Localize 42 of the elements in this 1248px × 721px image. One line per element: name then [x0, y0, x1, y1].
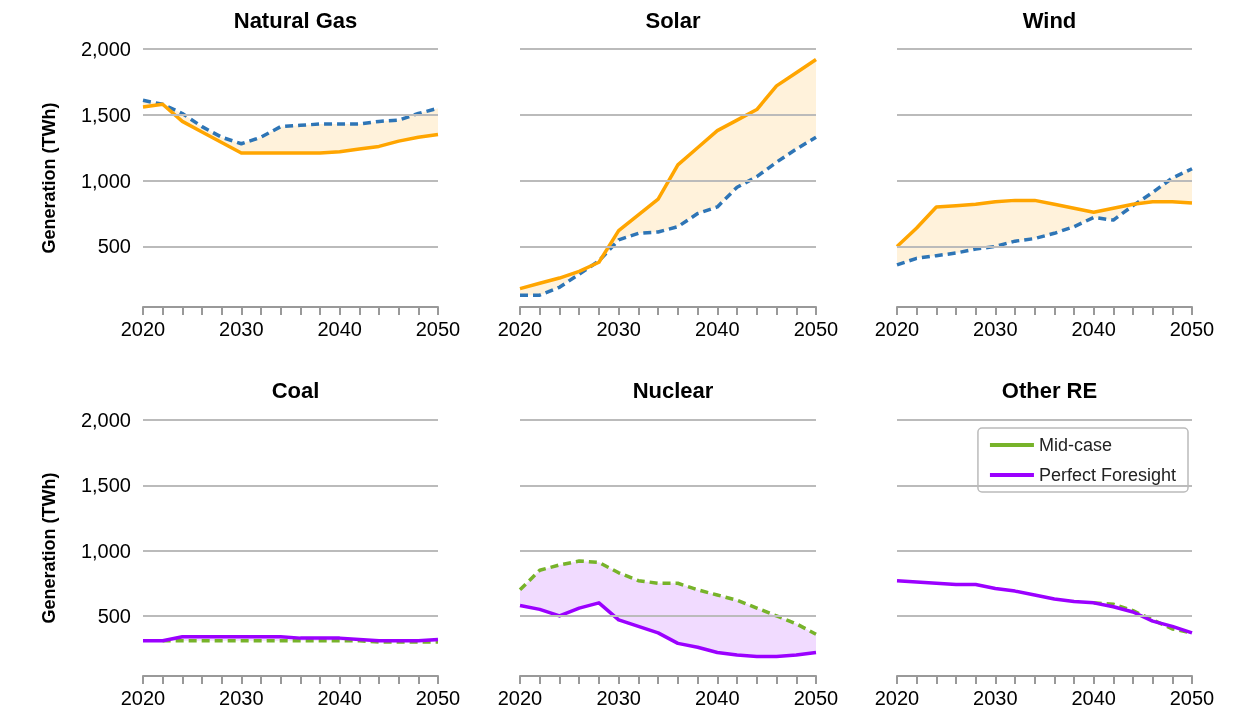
chart-title: Solar	[645, 7, 701, 33]
x-tick-label: 2040	[317, 318, 362, 340]
chart-title: Nuclear	[632, 377, 714, 403]
x-tick-label: 2020	[497, 318, 543, 340]
y-tick-label: 1,500	[80, 103, 131, 126]
x-tick-label: 2050	[415, 318, 461, 340]
x-tick-label: 2030	[973, 318, 1018, 340]
x-tick-label: 2050	[1169, 318, 1215, 340]
legend-label: Perfect Foresight	[1038, 465, 1177, 485]
y-tick-label: 500	[97, 604, 131, 627]
legend-label: Mid-case	[1038, 435, 1112, 455]
chart-title: Natural Gas	[233, 7, 358, 33]
chart-title: Coal	[271, 377, 320, 403]
y-tick-label: 1,000	[80, 539, 131, 562]
x-tick-label: 2020	[120, 318, 166, 340]
x-tick-label: 2050	[1169, 687, 1215, 709]
y-tick-label: 500	[97, 235, 131, 258]
y-axis-title: Generation (TWh)	[39, 102, 59, 254]
x-tick-label: 2020	[874, 687, 920, 709]
x-tick-label: 2030	[596, 687, 641, 709]
x-tick-label: 2030	[219, 318, 264, 340]
x-tick-label: 2020	[497, 687, 543, 709]
x-tick-label: 2020	[120, 687, 166, 709]
x-tick-label: 2030	[596, 318, 641, 340]
chart-title: Wind	[1022, 7, 1077, 33]
x-tick-label: 2040	[695, 687, 740, 709]
y-tick-label: 2,000	[80, 38, 131, 60]
x-tick-label: 2040	[1071, 687, 1116, 709]
x-tick-label: 2050	[793, 687, 839, 709]
x-tick-label: 2030	[973, 687, 1018, 709]
x-tick-label: 2050	[793, 318, 839, 340]
y-tick-label: 1,000	[80, 169, 131, 192]
x-tick-label: 2040	[317, 687, 362, 709]
y-tick-label: 1,500	[80, 474, 131, 497]
x-tick-label: 2040	[695, 318, 740, 340]
chart-title: Other RE	[1001, 377, 1098, 403]
x-tick-label: 2050	[415, 687, 461, 709]
x-tick-label: 2030	[219, 687, 264, 709]
y-axis-title: Generation (TWh)	[39, 472, 59, 624]
y-tick-label: 2,000	[80, 409, 131, 431]
x-tick-label: 2040	[1071, 318, 1116, 340]
x-tick-label: 2020	[874, 318, 920, 340]
